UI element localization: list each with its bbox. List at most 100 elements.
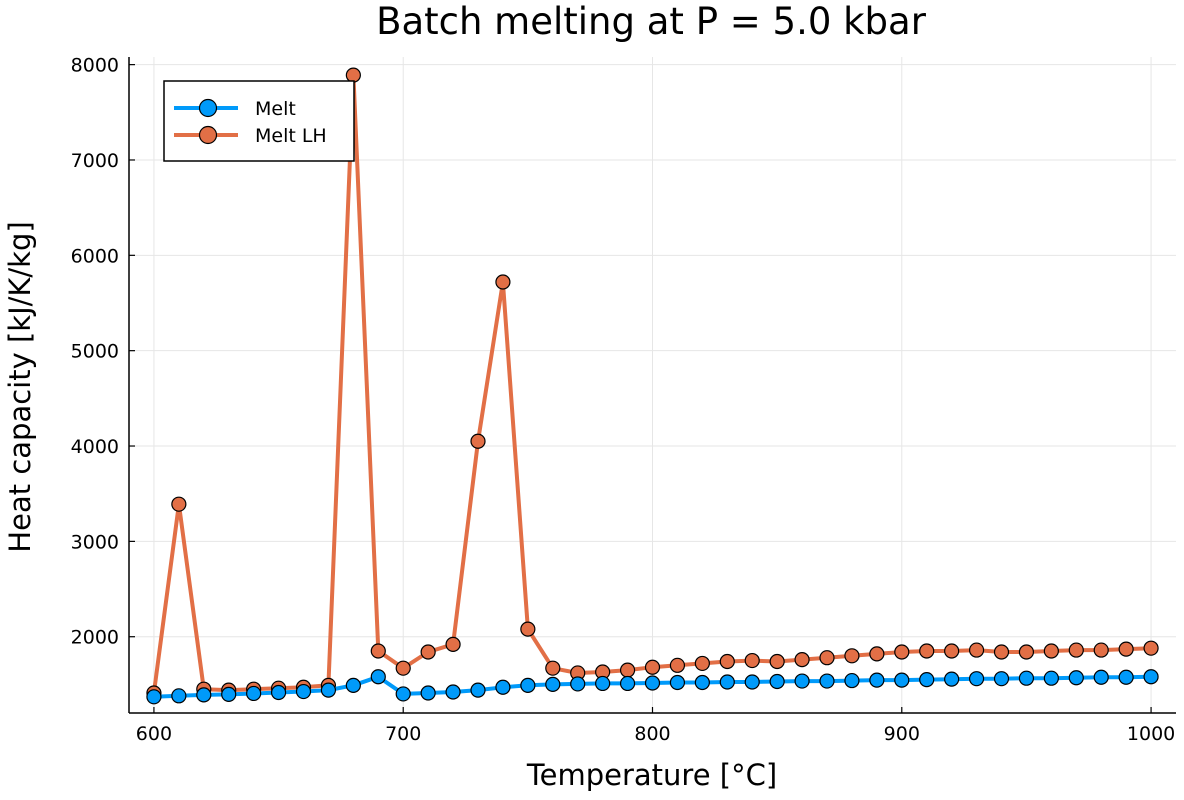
- data-point-melt: [694, 674, 710, 691]
- data-point-melt: [619, 675, 636, 692]
- data-point-melt: [968, 671, 985, 687]
- data-point-melt-lh: [395, 660, 411, 676]
- y-tick-label: 3000: [71, 531, 119, 553]
- data-point-melt-lh: [345, 67, 361, 83]
- y-tick-label: 7000: [71, 150, 119, 172]
- x-tick-label: 900: [884, 723, 920, 745]
- data-point-melt-lh: [520, 621, 536, 637]
- y-tick-label: 8000: [71, 55, 119, 77]
- legend-box: [163, 80, 355, 162]
- data-point-melt: [1143, 669, 1159, 685]
- data-point-melt-lh: [869, 646, 885, 662]
- data-point-melt: [669, 674, 686, 691]
- data-point-melt-lh: [619, 662, 636, 678]
- legend-marker-melt-lh: [198, 125, 218, 145]
- data-point-melt: [196, 687, 212, 703]
- data-point-melt-lh: [844, 648, 860, 664]
- data-point-melt: [146, 689, 162, 705]
- data-point-melt: [495, 679, 511, 695]
- data-point-melt-lh: [744, 652, 760, 669]
- data-point-melt-lh: [644, 659, 661, 675]
- data-point-melt: [744, 674, 760, 690]
- data-point-melt-lh: [993, 644, 1010, 660]
- data-point-melt: [719, 674, 735, 690]
- data-point-melt: [171, 688, 187, 704]
- y-tick-label: 2000: [71, 627, 119, 649]
- data-point-melt: [420, 685, 436, 701]
- data-point-melt: [295, 683, 312, 700]
- series-melt-lh: [146, 67, 1159, 701]
- data-point-melt-lh: [171, 496, 187, 512]
- data-point-melt: [919, 672, 935, 688]
- data-point-melt-lh: [1118, 641, 1134, 657]
- legend-label-melt-lh: Melt LH: [255, 125, 327, 147]
- data-point-melt: [520, 677, 536, 693]
- data-point-melt: [470, 682, 486, 698]
- data-point-melt: [894, 672, 910, 688]
- y-axis-title: Heat capacity [kJ/K/kg]: [3, 221, 37, 552]
- series: [146, 67, 1159, 705]
- grid: [129, 57, 1176, 713]
- data-point-melt: [819, 673, 835, 689]
- data-point-melt: [944, 671, 960, 687]
- data-point-melt: [246, 685, 262, 702]
- data-point-melt: [794, 673, 810, 689]
- legend-marker-melt: [198, 98, 218, 118]
- legend-label-melt: Melt: [255, 98, 296, 120]
- data-point-melt-lh: [794, 652, 810, 668]
- data-point-melt: [1118, 669, 1134, 685]
- data-point-melt: [1018, 670, 1035, 686]
- data-point-melt-lh: [420, 644, 436, 660]
- data-point-melt-lh: [370, 643, 386, 659]
- axes: [128, 57, 1176, 714]
- data-point-melt-lh: [1043, 643, 1059, 659]
- data-point-melt-lh: [445, 636, 461, 652]
- data-point-melt-lh: [694, 655, 710, 672]
- data-point-melt: [445, 684, 461, 700]
- x-tick-label: 600: [136, 723, 172, 745]
- data-point-melt-lh: [894, 644, 910, 660]
- y-tick-label: 5000: [71, 341, 119, 363]
- tick-labels: 600 700 800 900 1000 2000 3000 4000 5000 6000 7000…: [71, 55, 1176, 745]
- y-tick-label: 6000: [71, 245, 119, 267]
- data-point-melt-lh: [919, 643, 935, 659]
- data-point-melt: [545, 676, 561, 692]
- data-point-melt-lh: [545, 660, 561, 676]
- data-point-melt: [844, 672, 860, 689]
- data-point-melt-lh: [669, 657, 686, 673]
- data-point-melt: [570, 676, 586, 692]
- x-axis-title: Temperature [°C]: [526, 758, 777, 792]
- data-point-melt-lh: [470, 433, 486, 449]
- data-point-melt: [345, 677, 361, 693]
- data-point-melt: [1043, 670, 1059, 686]
- data-point-melt: [769, 673, 785, 690]
- x-tick-label: 1000: [1127, 723, 1175, 745]
- legend: Melt Melt LH: [163, 80, 355, 162]
- data-point-melt: [644, 675, 661, 691]
- data-point-melt-lh: [1018, 644, 1035, 660]
- data-point-melt: [1068, 670, 1084, 686]
- data-point-melt-lh: [1093, 642, 1109, 658]
- data-point-melt-lh: [495, 274, 511, 290]
- data-point-melt-lh: [944, 643, 960, 659]
- y-tick-label: 4000: [71, 436, 119, 458]
- data-point-melt-lh: [968, 642, 985, 658]
- x-tick-label: 800: [634, 723, 670, 745]
- data-point-melt: [395, 686, 411, 702]
- data-point-melt: [993, 671, 1010, 687]
- data-point-melt: [1093, 669, 1109, 685]
- data-point-melt: [370, 669, 386, 685]
- data-point-melt: [869, 672, 885, 688]
- data-point-melt-lh: [1068, 642, 1084, 658]
- data-point-melt-lh: [719, 653, 735, 670]
- data-point-melt: [595, 675, 611, 692]
- series-melt: [146, 669, 1159, 705]
- data-point-melt-lh: [769, 653, 785, 670]
- chart-title: Batch melting at P = 5.0 kbar: [376, 0, 927, 43]
- data-point-melt: [320, 682, 337, 698]
- data-point-melt-lh: [819, 650, 835, 666]
- data-point-melt-lh: [1143, 640, 1159, 656]
- data-point-melt: [270, 684, 287, 701]
- data-point-melt: [221, 686, 237, 703]
